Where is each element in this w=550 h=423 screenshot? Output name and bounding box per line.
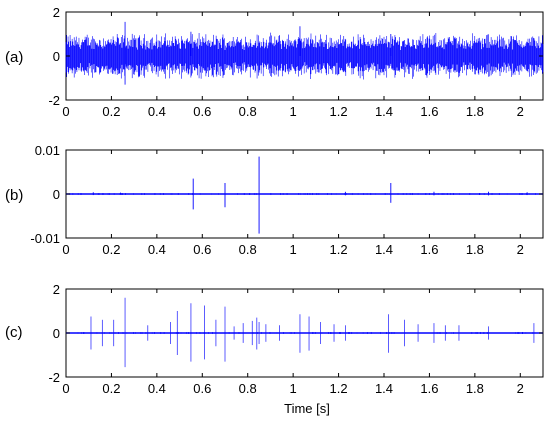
- y-tick-label: 2: [53, 282, 60, 297]
- y-tick-label: 0: [53, 326, 60, 341]
- x-tick-label: 2: [517, 242, 524, 257]
- x-tick-label: 0.8: [239, 104, 257, 119]
- x-tick-label: 2: [517, 104, 524, 119]
- x-tick-label: 0.8: [239, 242, 257, 257]
- y-tick-label: 0.01: [35, 143, 60, 158]
- axis-ticks: 0 0.2 0.4 0.6 0.8 1 1.2 1.4 1.6 1.8 2-202: [48, 282, 543, 396]
- x-tick-label: 1.8: [466, 242, 484, 257]
- panel-c: (c) 0 0.2 0.4 0.6 0.8 1 1.2 1.4 1.6 1.8 2-202: [5, 282, 544, 396]
- axis-ticks: 0 0.2 0.4 0.6 0.8 1 1.2 1.4 1.6 1.8 2-202: [48, 5, 543, 119]
- signal-series: [66, 297, 544, 368]
- signal-series: [66, 156, 543, 234]
- x-tick-label: 0.6: [193, 381, 211, 396]
- x-tick-label: 1.4: [375, 381, 393, 396]
- x-tick-label: 0: [62, 104, 69, 119]
- y-tick-label: -2: [48, 93, 60, 108]
- x-tick-label: 1.6: [420, 104, 438, 119]
- x-tick-label: 1.8: [466, 381, 484, 396]
- y-tick-label: -0.01: [30, 231, 60, 246]
- x-tick-label: 0: [62, 381, 69, 396]
- x-tick-label: 0.8: [239, 381, 257, 396]
- x-tick-label: 0.2: [102, 381, 120, 396]
- x-tick-label: 0.4: [148, 242, 166, 257]
- x-tick-label: 1.4: [375, 242, 393, 257]
- x-tick-label: 1.2: [330, 381, 348, 396]
- x-tick-label: 1.6: [420, 381, 438, 396]
- x-tick-label: 1.2: [330, 242, 348, 257]
- x-tick-label: 1.8: [466, 104, 484, 119]
- plot-area: [65, 11, 544, 101]
- x-tick-label: 2: [517, 381, 524, 396]
- y-tick-label: 0: [53, 49, 60, 64]
- x-tick-label: 1: [290, 242, 297, 257]
- x-tick-label: 0.4: [148, 104, 166, 119]
- x-tick-label: 1: [290, 104, 297, 119]
- signal-series: [65, 21, 544, 85]
- panel-a-label: (a): [5, 49, 23, 66]
- y-tick-label: 0: [53, 187, 60, 202]
- panel-b-label: (b): [5, 187, 23, 204]
- y-tick-label: -2: [48, 370, 60, 385]
- x-tick-label: 1.4: [375, 104, 393, 119]
- x-tick-label: 0.2: [102, 242, 120, 257]
- signal-noise: [67, 192, 542, 196]
- y-tick-label: 2: [53, 5, 60, 20]
- x-tick-label: 0.2: [102, 104, 120, 119]
- x-tick-label: 1.2: [330, 104, 348, 119]
- x-tick-label: 0.6: [193, 104, 211, 119]
- signal-trace: [65, 32, 544, 80]
- x-axis-label: Time [s]: [284, 401, 330, 416]
- x-tick-label: 0: [62, 242, 69, 257]
- x-tick-label: 0.6: [193, 242, 211, 257]
- panel-b: (b) 0 0.2 0.4 0.6 0.8 1 1.2 1.4 1.6 1.8 2-0.0100.0…: [5, 143, 544, 257]
- x-tick-label: 1: [290, 381, 297, 396]
- x-tick-label: 0.4: [148, 381, 166, 396]
- panel-c-label: (c): [5, 324, 23, 341]
- x-tick-label: 1.6: [420, 242, 438, 257]
- panel-a: (a) 0 0.2 0.4 0.6 0.8 1 1.2 1.4 1.6 1.8 2-202: [5, 5, 544, 119]
